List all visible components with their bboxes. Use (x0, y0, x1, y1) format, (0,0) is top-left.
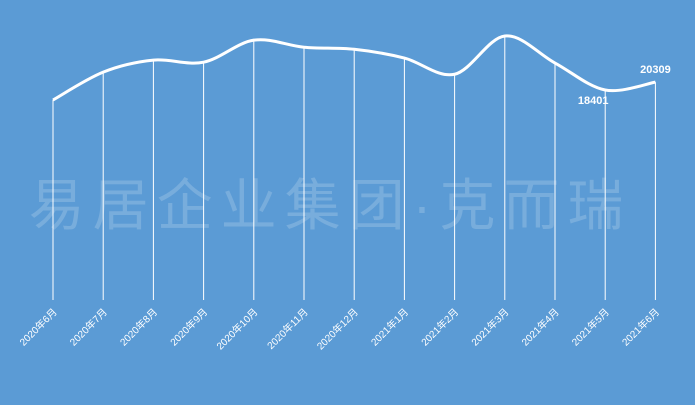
data-label: 20309 (640, 64, 671, 76)
line (52, 34, 656, 102)
data-label: 18401 (578, 95, 609, 107)
watermark: 易居企业集团·克而瑞 (29, 174, 632, 237)
